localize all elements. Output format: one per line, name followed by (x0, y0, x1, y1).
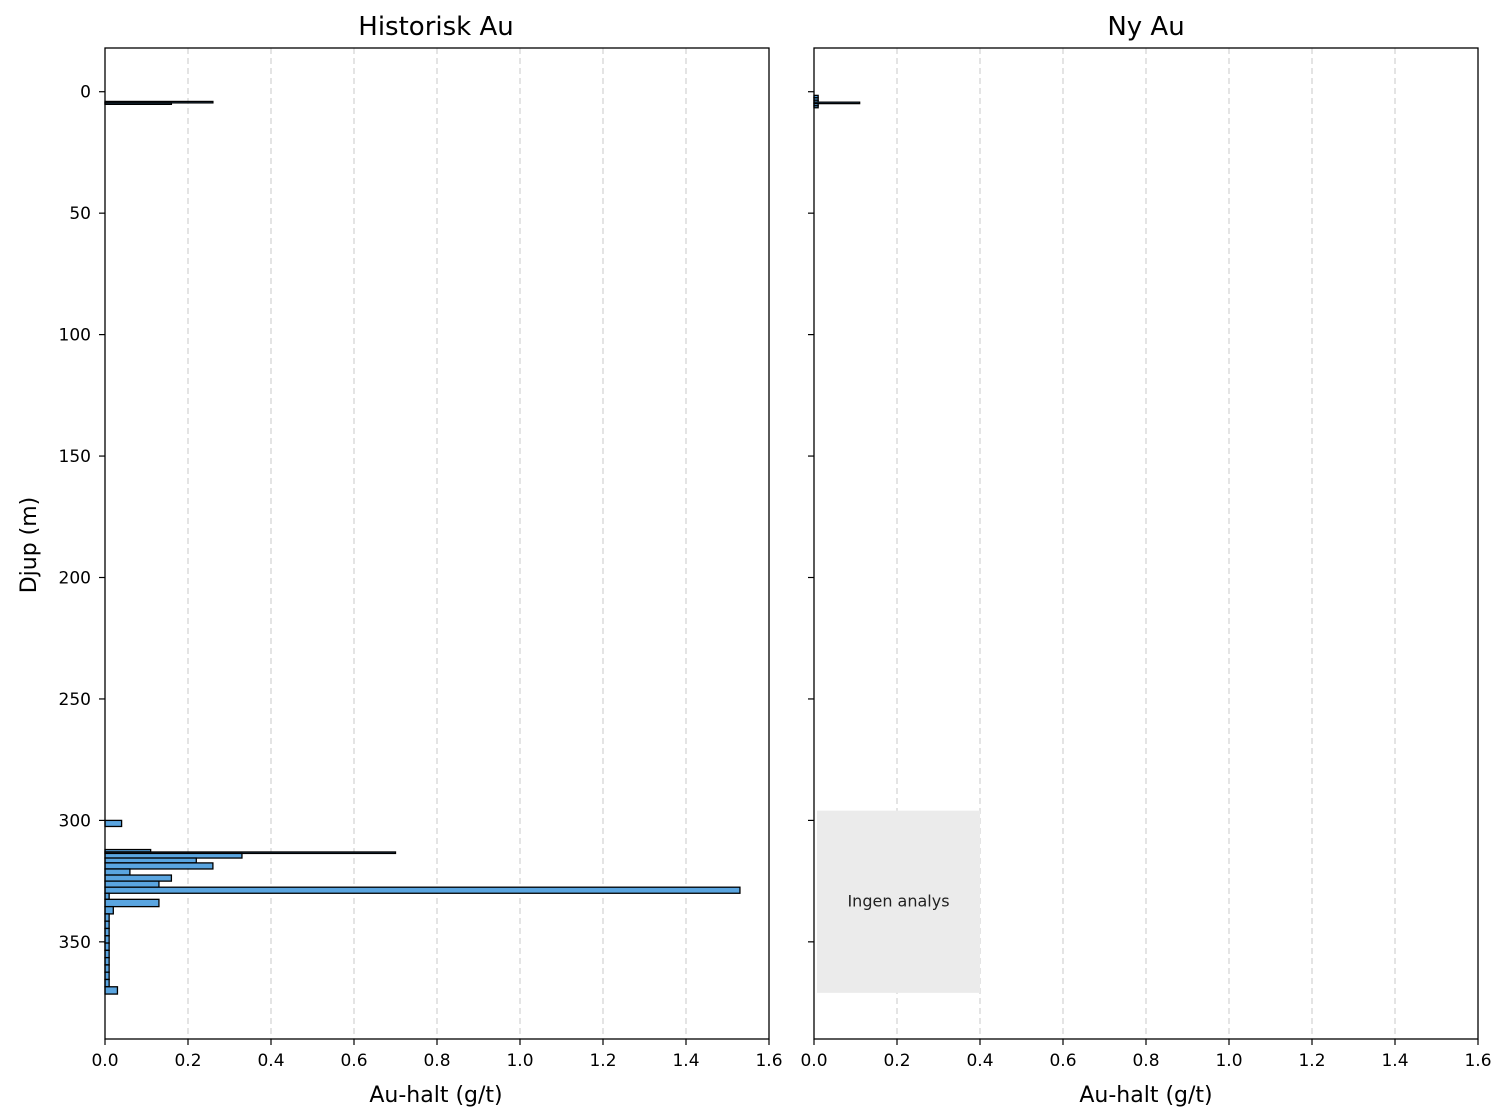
x-tick-label: 1.6 (755, 1051, 782, 1071)
x-tick-label: 0.6 (340, 1051, 367, 1071)
plot-frame (104, 47, 770, 1040)
depth-bar (104, 905, 114, 915)
y-tick-label: 50 (69, 204, 91, 224)
x-axis-ticks: 0.0 0.2 0.4 0.6 0.8 1.0 1.2 1.4 1.6 (800, 1039, 1492, 1071)
depth-bar (104, 874, 173, 882)
depth-bar (104, 857, 197, 864)
depth-bar (104, 886, 741, 894)
depth-bar (104, 862, 214, 870)
y-tick-label: 250 (59, 690, 91, 710)
panel-ny-au: Ny Au Au-halt (g/t) Ingen analys 0.0 0.2 0… (800, 12, 1491, 1108)
x-tick-label: 0.4 (966, 1051, 993, 1071)
y-tick-label: 100 (59, 326, 91, 346)
x-tick-label: 0.2 (174, 1051, 201, 1071)
depth-bar (813, 101, 861, 105)
y-axis-ticks (808, 91, 814, 943)
y-tick-label: 0 (80, 83, 91, 103)
depth-bar (104, 986, 119, 995)
x-tick-label: 0.6 (1049, 1051, 1076, 1071)
x-tick-label: 1.2 (1298, 1051, 1325, 1071)
x-tick-label: 0.2 (883, 1051, 910, 1071)
x-axis-label: Au-halt (g/t) (369, 1083, 502, 1108)
x-tick-label: 1.6 (1464, 1051, 1491, 1071)
x-tick-label: 0.8 (1132, 1051, 1159, 1071)
x-tick-label: 0.0 (800, 1051, 827, 1071)
x-tick-label: 1.2 (589, 1051, 616, 1071)
annotations: Ingen analys (817, 810, 980, 993)
x-tick-label: 0.4 (257, 1051, 284, 1071)
y-tick-label: 350 (59, 933, 91, 953)
plot-frame (813, 47, 1479, 1040)
depth-bar (104, 880, 160, 888)
y-axis-ticks: 0 50 100 150 200 250 300 350 (59, 83, 105, 953)
x-tick-label: 0.8 (423, 1051, 450, 1071)
depth-bar (104, 102, 173, 106)
x-axis-ticks: 0.0 0.2 0.4 0.6 0.8 1.0 1.2 1.4 1.6 (91, 1039, 783, 1071)
depth-bar (104, 868, 131, 876)
x-axis-label: Au-halt (g/t) (1079, 1083, 1212, 1108)
no-analysis-box (817, 810, 980, 993)
bars (813, 94, 861, 109)
chart-title: Ny Au (1107, 12, 1184, 42)
x-tick-label: 0.0 (91, 1051, 118, 1071)
y-axis-label: Djup (m) (17, 497, 42, 594)
panel-historisk-au: Historisk Au Au-halt (g/t) Djup (m) 0.0 0… (17, 12, 783, 1108)
x-tick-label: 1.0 (506, 1051, 533, 1071)
x-tick-label: 1.4 (1381, 1051, 1408, 1071)
y-tick-label: 300 (59, 811, 91, 831)
x-tick-label: 1.0 (1215, 1051, 1242, 1071)
x-tick-label: 1.4 (672, 1051, 699, 1071)
no-analysis-label: Ingen analys (847, 891, 949, 910)
y-tick-label: 200 (59, 569, 91, 589)
grid (187, 48, 687, 1039)
chart-title: Historisk Au (358, 12, 513, 42)
y-tick-label: 150 (59, 447, 91, 467)
bars (104, 100, 741, 995)
depth-bar (104, 898, 160, 908)
depth-bar (104, 819, 123, 828)
depth-bar (104, 852, 243, 859)
